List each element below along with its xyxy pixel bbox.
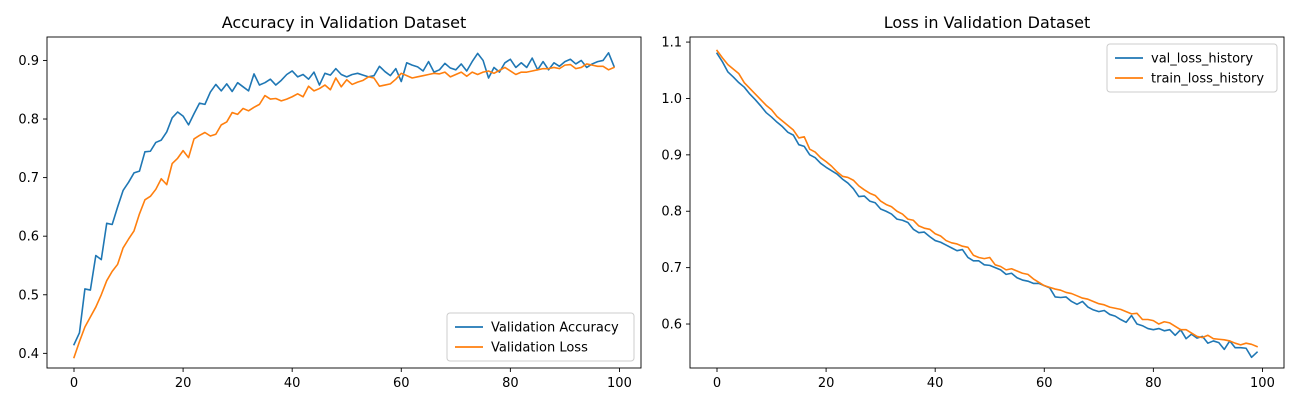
legend-box [446, 312, 635, 362]
x-tick-label: 20 [818, 376, 835, 391]
x-tick-label: 100 [607, 376, 632, 391]
x-tick-label: 100 [1250, 376, 1275, 391]
series-line-train-loss-history [715, 49, 1259, 348]
chart-title: Loss in Validation Dataset [884, 13, 1091, 32]
series-line-validation-loss [72, 63, 616, 359]
axes-frame [689, 36, 1285, 369]
x-tick-label: 80 [1145, 376, 1162, 391]
y-tick-label: 1.0 [661, 92, 682, 107]
x-tick-label: 0 [713, 376, 721, 391]
y-tick-label: 0.5 [18, 288, 39, 303]
legend-label: Validation Loss [491, 341, 588, 356]
y-tick-label: 0.4 [18, 347, 39, 362]
loss-chart: Loss in Validation Dataset 0 20 40 60 80 100 0.… [661, 13, 1285, 391]
y-tick-label: 0.7 [661, 261, 682, 276]
legend-label: val_loss_history [1151, 52, 1253, 67]
chart-title: Accuracy in Validation Dataset [222, 13, 467, 32]
x-tick-label: 60 [393, 376, 410, 391]
legend-label: Validation Accuracy [491, 321, 619, 336]
x-tick-label: 0 [70, 376, 78, 391]
y-tick-label: 0.6 [18, 230, 39, 245]
y-tick-label: 0.8 [661, 205, 682, 220]
x-tick-label: 80 [502, 376, 519, 391]
x-tick-label: 60 [1036, 376, 1053, 391]
legend: val_loss_history train_loss_history [1106, 43, 1278, 93]
y-tick-label: 1.1 [661, 36, 682, 51]
legend: Validation Accuracy Validation Loss [446, 312, 635, 362]
y-tick-label: 0.7 [18, 171, 39, 186]
x-tick-label: 40 [927, 376, 944, 391]
legend-box [1106, 43, 1278, 93]
y-tick-label: 0.8 [18, 113, 39, 128]
axes-frame [46, 36, 642, 369]
series-line-val-loss-history [715, 52, 1259, 359]
y-tick-label: 0.6 [661, 318, 682, 333]
accuracy-chart: Accuracy in Validation Dataset 0 20 40 60 80 1… [18, 13, 642, 391]
legend-label: train_loss_history [1151, 72, 1264, 87]
x-tick-label: 40 [284, 376, 301, 391]
series-line-validation-accuracy [72, 52, 616, 346]
x-tick-label: 20 [175, 376, 192, 391]
y-tick-label: 0.9 [18, 54, 39, 69]
y-tick-label: 0.9 [661, 148, 682, 163]
